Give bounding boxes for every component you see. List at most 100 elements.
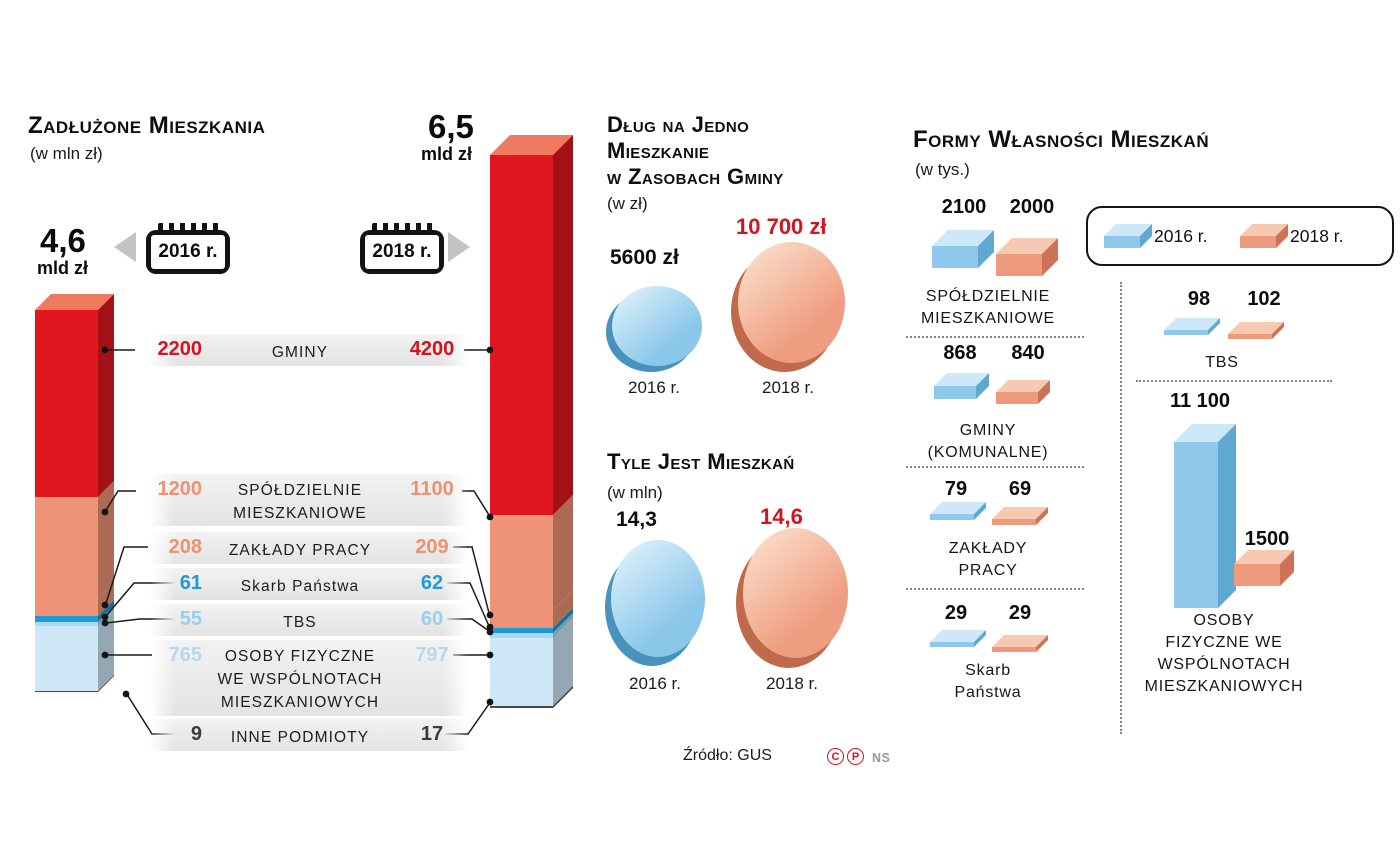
item-osoby-cube-2018	[1234, 564, 1280, 586]
item-spoldzielnie-label: SPÓŁDZIELNIE MIESZKANIOWE	[900, 286, 1076, 330]
total-2018-unit: mld zł	[421, 144, 473, 164]
item-zaklady-cube-2016	[930, 514, 974, 520]
total-2018-value: 6,5	[428, 108, 474, 145]
legend-cube-2018-icon	[1240, 236, 1276, 248]
row-band	[150, 604, 468, 636]
item-gminy-value-2016: 868	[943, 342, 977, 364]
item-skarb-cube-2018	[992, 647, 1036, 652]
row-band	[150, 640, 468, 716]
item-spoldzielnie-value-2018: 2000	[1009, 196, 1055, 218]
item-label-line: Państwa	[954, 684, 1022, 701]
source-label: Źródło: GUS	[683, 747, 772, 764]
row-label-line: WE WSPÓLNOTACH	[217, 671, 383, 688]
debt-unit: (w zł)	[607, 194, 648, 213]
row-zaklady-value-2018: 209	[415, 536, 449, 558]
row-label-line: MIESZKANIOWE	[233, 505, 367, 522]
calendar-2018-icon: 2018 r.	[360, 223, 444, 274]
row-tbs-label: TBS	[202, 611, 398, 634]
row-label-line: Skarb Państwa	[240, 578, 360, 595]
item-tbs-cube-2016	[1164, 330, 1208, 335]
row-band	[150, 719, 468, 751]
item-osoby-label: OSOBY FIZYCZNE WE WSPÓLNOTACH MIESZKANIO…	[1128, 610, 1320, 698]
row-band	[150, 474, 468, 526]
item-skarb-label: Skarb Państwa	[900, 660, 1076, 704]
separator-dotted	[906, 336, 1084, 338]
separator-vertical-dotted	[1120, 282, 1122, 734]
count-disk-2018	[736, 528, 849, 668]
total-2016-value: 4,6	[40, 222, 86, 259]
bar-side-face	[98, 294, 114, 692]
item-label-line: WSPÓLNOTACH	[1157, 656, 1291, 673]
bar-front-face	[490, 155, 553, 708]
row-label-line: ZAKŁADY PRACY	[228, 542, 372, 559]
debt-title-line: Mieszkanie	[607, 138, 710, 163]
item-skarb-value-2018: 29	[1008, 602, 1032, 624]
item-skarb-value-2016: 29	[944, 602, 968, 624]
item-osoby-value-2016: 11 100	[1169, 390, 1231, 412]
legend-label-2016: 2016 r.	[1154, 226, 1208, 246]
row-inne-value-2018: 17	[420, 723, 444, 745]
item-label-line: FIZYCZNE WE	[1165, 634, 1283, 651]
item-label-line: (KOMUNALNE)	[927, 444, 1049, 461]
left-chart-unit: (w mln zł)	[30, 144, 103, 163]
row-spoldzielnie-value-2018: 1100	[410, 478, 454, 500]
item-tbs-label: TBS	[1150, 352, 1294, 374]
row-label-line: SPÓŁDZIELNIE	[237, 482, 363, 499]
item-gminy-cube-2018	[996, 392, 1038, 404]
calendar-rings-icon	[158, 223, 219, 232]
row-label-line: OSOBY FIZYCZNE	[224, 648, 376, 665]
item-zaklady-label: ZAKŁADY PRACY	[900, 538, 1076, 582]
item-label-line: MIESZKANIOWYCH	[1144, 678, 1304, 695]
ns-logo: NS	[872, 751, 891, 765]
count-disk-2016	[605, 540, 705, 666]
row-gminy-label: GMINY	[202, 341, 398, 364]
row-zaklady-label: ZAKŁADY PRACY	[202, 539, 398, 562]
row-band	[150, 532, 468, 564]
item-osoby-value-2018: 1500	[1244, 528, 1290, 550]
item-tbs-value-2018: 102	[1247, 288, 1281, 310]
right-chart-unit: (w tys.)	[915, 160, 970, 179]
row-label-line: TBS	[283, 614, 317, 631]
item-zaklady-value-2018: 69	[1008, 478, 1032, 500]
right-chart-title: Formy Własności Mieszkań	[913, 126, 1210, 153]
item-label-line: Skarb	[965, 662, 1011, 679]
item-label-line: MIESZKANIOWE	[920, 310, 1056, 327]
legend-cube-2016-icon	[1104, 236, 1140, 248]
row-inne-label: INNE PODMIOTY	[202, 726, 398, 749]
row-tbs-value-2016: 55	[179, 608, 202, 630]
copyright-icon: C	[827, 748, 844, 765]
debt-disk-2016	[606, 286, 703, 372]
row-skarb-label: Skarb Państwa	[202, 575, 398, 598]
debt-year-2018: 2018 r.	[762, 378, 814, 397]
separator-dotted	[906, 466, 1084, 468]
item-label-line: GMINY	[959, 422, 1017, 439]
row-tbs-value-2018: 60	[420, 608, 444, 630]
item-gminy-cube-2016	[934, 386, 976, 399]
separator-dotted	[906, 588, 1084, 590]
item-label-line: SPÓŁDZIELNIE	[925, 288, 1051, 305]
phonogram-icon: P	[847, 748, 864, 765]
calendar-2016-icon: 2016 r.	[146, 223, 230, 274]
item-zaklady-cube-2018	[992, 519, 1036, 525]
row-skarb-value-2018: 62	[420, 572, 444, 594]
separator-dotted	[1136, 380, 1332, 382]
item-label-line: ZAKŁADY	[948, 540, 1028, 557]
debt-disk-2018	[731, 242, 845, 372]
row-label-line: GMINY	[271, 344, 329, 361]
row-spoldzielnie-value-2016: 1200	[157, 478, 203, 500]
bar-side-face	[553, 135, 573, 708]
arrow-right-icon	[448, 232, 470, 262]
arrow-left-icon	[114, 232, 136, 262]
item-gminy-label: GMINY (KOMUNALNE)	[900, 420, 1076, 464]
debt-title: Dług na Jedno Mieszkanie w Zasobach Gmin…	[607, 112, 784, 190]
item-label-line: PRACY	[958, 562, 1018, 579]
count-value-2016: 14,3	[616, 508, 657, 531]
item-tbs-value-2016: 98	[1187, 288, 1211, 310]
calendar-2018-label: 2018 r.	[365, 235, 439, 269]
row-gminy-value-2018: 4200	[409, 338, 455, 360]
item-spoldzielnie-cube-2018	[996, 254, 1042, 276]
debt-title-line: Dług na Jedno	[607, 112, 750, 137]
item-skarb-cube-2016	[930, 642, 974, 647]
debt-year-2016: 2016 r.	[628, 378, 680, 397]
row-inne-value-2016: 9	[190, 723, 202, 745]
